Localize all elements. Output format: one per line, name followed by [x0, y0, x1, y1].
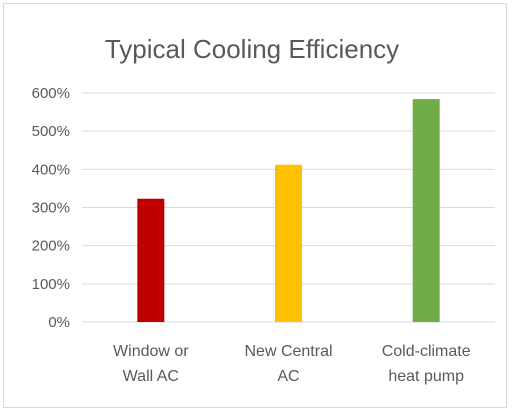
x-tick-label: Wall AC	[123, 368, 179, 385]
x-tick-label: New Central	[244, 343, 332, 360]
x-tick-label: Cold-climate	[382, 343, 471, 360]
x-tick-label: AC	[277, 368, 299, 385]
y-tick-label: 500%	[32, 123, 70, 140]
y-tick-label: 300%	[32, 200, 70, 217]
x-axis: Window or Wall AC New Central AC Cold-climat…	[113, 343, 471, 385]
y-tick-label: 400%	[32, 161, 70, 178]
y-tick-label: 600%	[32, 85, 70, 102]
y-tick-label: 0%	[48, 314, 70, 331]
y-tick-label: 100%	[32, 276, 70, 293]
y-axis: 0% 100% 200% 300% 400% 500% 600%	[32, 85, 70, 331]
bar	[137, 198, 165, 322]
x-tick-label: heat pump	[388, 368, 464, 385]
bar	[412, 99, 440, 323]
bars	[137, 99, 440, 323]
y-tick-label: 200%	[32, 238, 70, 255]
bar	[275, 164, 302, 322]
x-tick-label: Window or	[113, 343, 189, 360]
chart-title: Typical Cooling Efficiency	[105, 34, 399, 64]
